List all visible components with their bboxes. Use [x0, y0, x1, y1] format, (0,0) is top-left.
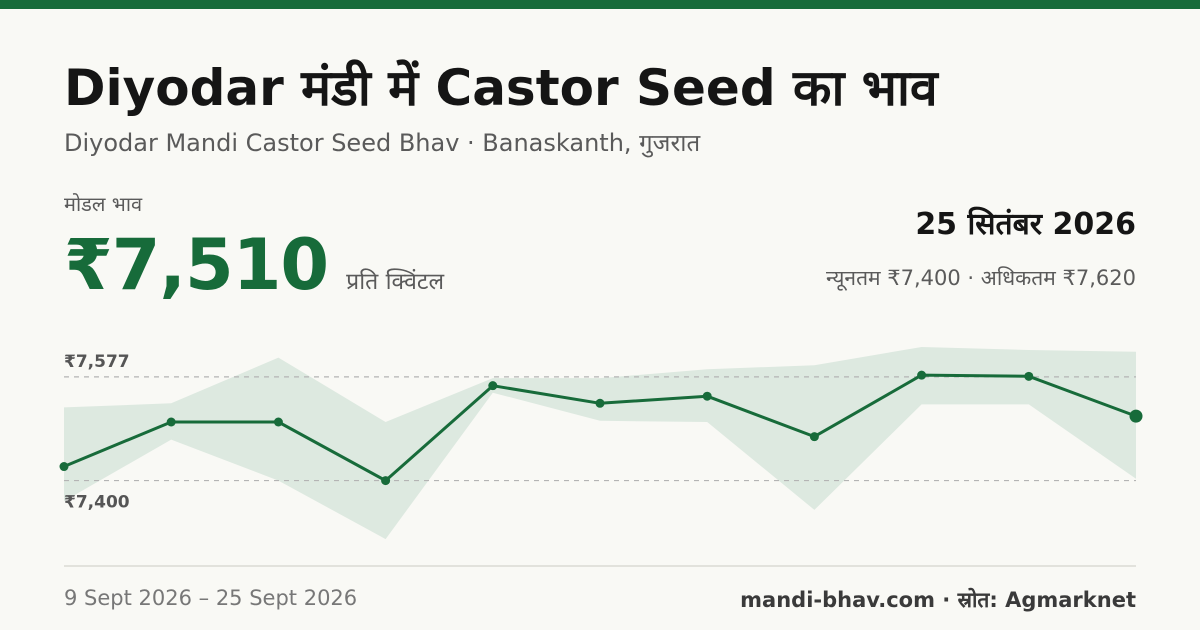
price-point — [809, 432, 819, 442]
price-point — [917, 370, 927, 380]
price-point — [488, 381, 498, 391]
modal-price-value: ₹7,510 — [64, 224, 329, 306]
price-date: 25 सितंबर 2026 — [915, 207, 1136, 242]
top-accent-bar — [0, 0, 1200, 9]
modal-price-label: मोडल भाव — [64, 192, 143, 216]
price-row: ₹7,510 प्रति क्विंटल — [64, 224, 444, 306]
reference-label: ₹7,577 — [64, 352, 130, 372]
price-point — [381, 476, 391, 486]
page-title: Diyodar मंडी में Castor Seed का भाव — [64, 59, 938, 117]
page-subtitle: Diyodar Mandi Castor Seed Bhav · Banaska… — [64, 129, 701, 157]
footer-source: mandi-bhav.com · स्रोत: Agmarknet — [740, 588, 1136, 612]
min-max-range: न्यूनतम ₹7,400 · अधिकतम ₹7,620 — [826, 266, 1136, 290]
reference-label: ₹7,400 — [64, 493, 130, 513]
footer-date-range: 9 Sept 2026 – 25 Sept 2026 — [64, 586, 358, 610]
price-point — [166, 417, 176, 427]
price-point — [273, 417, 283, 427]
latest-price-point — [1129, 409, 1143, 423]
price-point — [702, 391, 712, 401]
price-point — [595, 398, 605, 408]
price-point — [59, 462, 69, 472]
footer-divider — [64, 565, 1136, 567]
price-point — [1024, 371, 1034, 381]
price-unit: प्रति क्विंटल — [346, 269, 445, 295]
min-max-band — [64, 347, 1136, 540]
